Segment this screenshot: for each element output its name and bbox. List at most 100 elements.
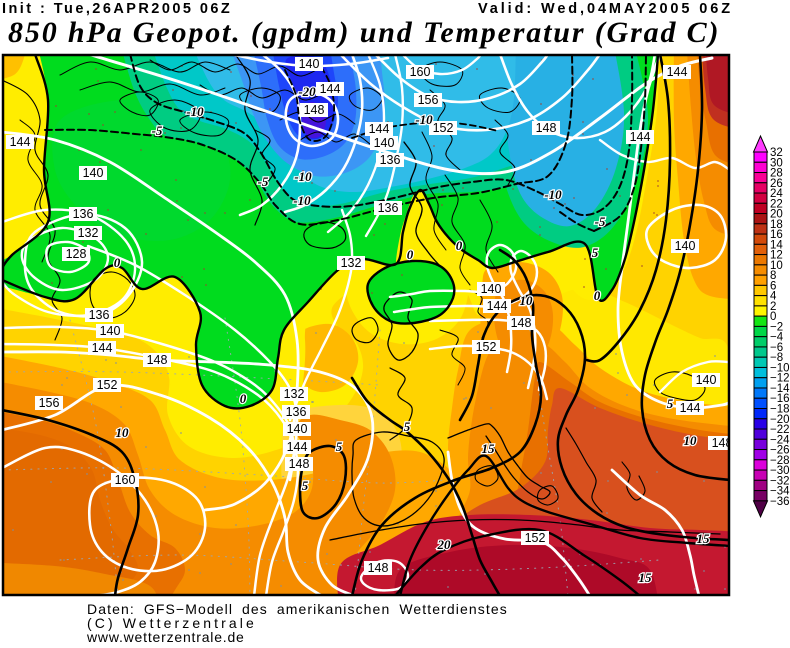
svg-text:140: 140: [675, 239, 696, 253]
svg-text:0: 0: [770, 311, 776, 323]
svg-text:0: 0: [407, 247, 414, 262]
svg-text:0: 0: [240, 391, 247, 406]
svg-text:−6: −6: [770, 342, 783, 354]
svg-text:10: 10: [520, 293, 534, 308]
svg-text:20: 20: [770, 209, 783, 221]
svg-text:136: 136: [286, 405, 307, 419]
svg-text:5: 5: [404, 419, 411, 434]
svg-text:-10: -10: [186, 104, 204, 119]
svg-text:−4: −4: [770, 332, 784, 344]
svg-text:148: 148: [536, 121, 557, 135]
svg-text:144: 144: [10, 135, 31, 149]
svg-text:10: 10: [116, 425, 130, 440]
svg-text:−2: −2: [770, 321, 783, 333]
svg-text:156: 156: [418, 93, 439, 107]
svg-text:140: 140: [481, 282, 502, 296]
svg-text:148: 148: [304, 103, 325, 117]
svg-text:26: 26: [770, 178, 783, 190]
svg-text:15: 15: [482, 441, 496, 456]
svg-text:-5: -5: [258, 174, 269, 189]
svg-text:136: 136: [73, 207, 94, 221]
svg-text:148: 148: [147, 353, 168, 367]
svg-text:132: 132: [78, 226, 99, 240]
svg-text:5: 5: [667, 396, 674, 411]
svg-text:−24: −24: [770, 434, 790, 446]
svg-text:14: 14: [770, 239, 783, 251]
svg-text:−34: −34: [770, 486, 790, 498]
svg-text:−16: −16: [770, 393, 790, 405]
svg-text:152: 152: [525, 531, 546, 545]
svg-text:140: 140: [100, 324, 121, 338]
svg-text:148: 148: [368, 561, 389, 575]
svg-text:−36: −36: [770, 496, 790, 508]
svg-text:20: 20: [437, 537, 452, 552]
svg-text:5: 5: [336, 439, 343, 454]
svg-text:136: 136: [378, 201, 399, 215]
svg-text:−28: −28: [770, 455, 790, 467]
svg-text:12: 12: [770, 250, 783, 262]
svg-text:30: 30: [770, 157, 783, 169]
svg-text:144: 144: [667, 65, 688, 79]
svg-text:-5: -5: [595, 214, 606, 229]
svg-text:2: 2: [770, 301, 776, 313]
svg-text:15: 15: [639, 570, 653, 585]
svg-text:24: 24: [770, 188, 783, 200]
svg-text:144: 144: [287, 440, 308, 454]
svg-text:152: 152: [97, 378, 118, 392]
svg-text:32: 32: [770, 147, 783, 159]
svg-text:148: 148: [289, 457, 310, 471]
svg-text:160: 160: [115, 473, 136, 487]
svg-text:144: 144: [320, 82, 341, 96]
svg-text:136: 136: [380, 153, 401, 167]
svg-text:−14: −14: [770, 383, 790, 395]
svg-text:144: 144: [487, 299, 508, 313]
svg-text:-20: -20: [298, 84, 316, 99]
svg-text:148: 148: [511, 316, 532, 330]
svg-text:160: 160: [410, 65, 431, 79]
svg-text:−30: −30: [770, 465, 790, 477]
svg-text:-10: -10: [415, 112, 433, 127]
svg-text:15: 15: [697, 531, 711, 546]
svg-text:-10: -10: [544, 187, 562, 202]
svg-text:−8: −8: [770, 352, 783, 364]
svg-text:28: 28: [770, 168, 783, 180]
svg-text:−32: −32: [770, 475, 790, 487]
svg-text:22: 22: [770, 198, 783, 210]
svg-text:152: 152: [433, 121, 454, 135]
svg-text:140: 140: [374, 136, 395, 150]
svg-text:148: 148: [712, 436, 733, 450]
svg-text:5: 5: [302, 478, 309, 493]
svg-text:−10: −10: [770, 363, 790, 375]
svg-text:−12: −12: [770, 373, 790, 385]
svg-text:144: 144: [369, 122, 390, 136]
svg-text:0: 0: [456, 238, 463, 253]
svg-text:-5: -5: [152, 123, 163, 138]
svg-text:−22: −22: [770, 424, 790, 436]
svg-text:128: 128: [66, 247, 87, 261]
svg-text:−18: −18: [770, 404, 790, 416]
svg-text:136: 136: [89, 308, 110, 322]
svg-text:6: 6: [770, 280, 776, 292]
svg-text:152: 152: [476, 340, 497, 354]
svg-text:140: 140: [83, 166, 104, 180]
svg-text:144: 144: [680, 401, 701, 415]
svg-text:−26: −26: [770, 445, 790, 457]
svg-text:144: 144: [92, 341, 113, 355]
svg-text:144: 144: [630, 130, 651, 144]
svg-text:4: 4: [770, 291, 777, 303]
svg-text:140: 140: [696, 373, 717, 387]
svg-text:-10: -10: [294, 169, 312, 184]
svg-text:5: 5: [592, 245, 599, 260]
svg-text:-10: -10: [293, 193, 311, 208]
svg-text:8: 8: [770, 270, 776, 282]
svg-text:140: 140: [299, 57, 320, 71]
svg-text:156: 156: [39, 396, 60, 410]
svg-text:−20: −20: [770, 414, 790, 426]
svg-text:132: 132: [284, 387, 305, 401]
svg-text:132: 132: [341, 256, 362, 270]
svg-text:10: 10: [770, 260, 783, 272]
svg-text:140: 140: [287, 422, 308, 436]
svg-text:18: 18: [770, 219, 783, 231]
svg-text:0: 0: [594, 288, 601, 303]
svg-text:0: 0: [114, 255, 121, 270]
